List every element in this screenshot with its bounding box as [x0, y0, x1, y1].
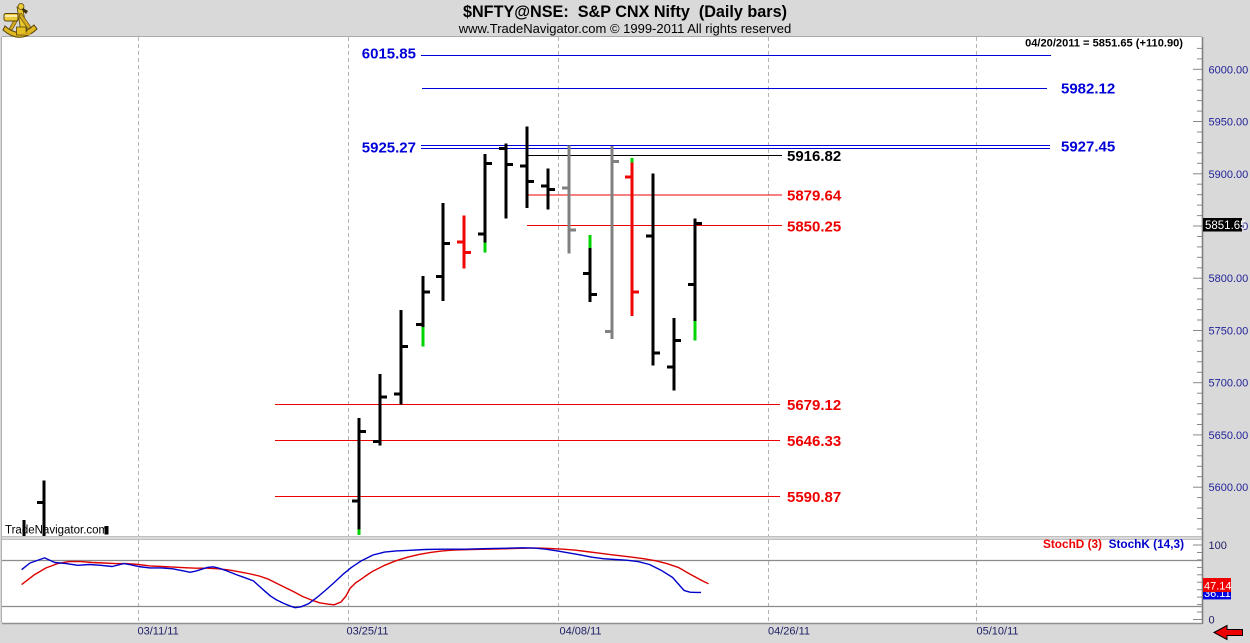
svg-text:03/25/11: 03/25/11: [347, 626, 389, 638]
svg-text:5925.27: 5925.27: [362, 140, 416, 157]
svg-text:04/08/11: 04/08/11: [560, 626, 602, 638]
svg-text:5916.82: 5916.82: [787, 148, 841, 165]
svg-text:5879.64: 5879.64: [787, 187, 842, 204]
svg-text:5851.65: 5851.65: [1205, 220, 1247, 232]
svg-text:5600.00: 5600.00: [1209, 482, 1249, 494]
svg-text:6015.85: 6015.85: [362, 46, 416, 63]
svg-text:StochD (3): StochD (3): [1043, 537, 1102, 551]
svg-text:$NFTY@NSE: S&P CNX Nifty (Da: $NFTY@NSE: S&P CNX Nifty (Daily bars): [463, 3, 787, 21]
svg-text:100: 100: [1209, 540, 1227, 552]
svg-text:0: 0: [1209, 615, 1215, 627]
svg-text:5750.00: 5750.00: [1209, 325, 1249, 337]
svg-text:5950.00: 5950.00: [1209, 117, 1249, 129]
svg-text:5850.25: 5850.25: [787, 218, 841, 235]
svg-text:StochK (14,3): StochK (14,3): [1109, 537, 1184, 551]
svg-text:5646.33: 5646.33: [787, 433, 841, 450]
svg-text:TradeNavigator.com: TradeNavigator.com: [5, 525, 108, 537]
svg-text:5800.00: 5800.00: [1209, 273, 1249, 285]
svg-text:5650.00: 5650.00: [1209, 430, 1249, 442]
svg-text:5679.12: 5679.12: [787, 397, 841, 414]
svg-text:6000.00: 6000.00: [1209, 64, 1249, 76]
svg-text:03/11/11: 03/11/11: [138, 626, 179, 638]
svg-text:5982.12: 5982.12: [1061, 81, 1115, 98]
svg-text:5900.00: 5900.00: [1209, 169, 1249, 181]
svg-text:www.TradeNavigator.com © 1999-: www.TradeNavigator.com © 1999-2011 All r…: [458, 21, 792, 36]
svg-text:5700.00: 5700.00: [1209, 378, 1249, 390]
svg-text:5590.87: 5590.87: [787, 489, 841, 506]
svg-text:05/10/11: 05/10/11: [977, 626, 1019, 638]
svg-text:47.14: 47.14: [1204, 580, 1232, 592]
svg-text:04/26/11: 04/26/11: [768, 626, 810, 638]
svg-text:5927.45: 5927.45: [1061, 139, 1115, 156]
svg-text:04/20/2011 = 5851.65 (+110.90): 04/20/2011 = 5851.65 (+110.90): [1025, 38, 1183, 50]
